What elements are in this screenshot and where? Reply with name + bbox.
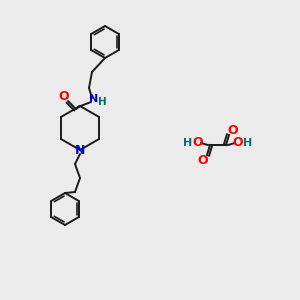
Text: O: O: [198, 154, 208, 166]
Text: N: N: [75, 143, 85, 157]
Text: H: H: [98, 97, 106, 107]
Text: H: H: [183, 138, 193, 148]
Text: O: O: [228, 124, 238, 136]
Text: H: H: [243, 138, 253, 148]
Text: N: N: [89, 94, 99, 104]
Text: O: O: [59, 91, 69, 103]
Text: O: O: [233, 136, 243, 149]
Text: O: O: [193, 136, 203, 149]
